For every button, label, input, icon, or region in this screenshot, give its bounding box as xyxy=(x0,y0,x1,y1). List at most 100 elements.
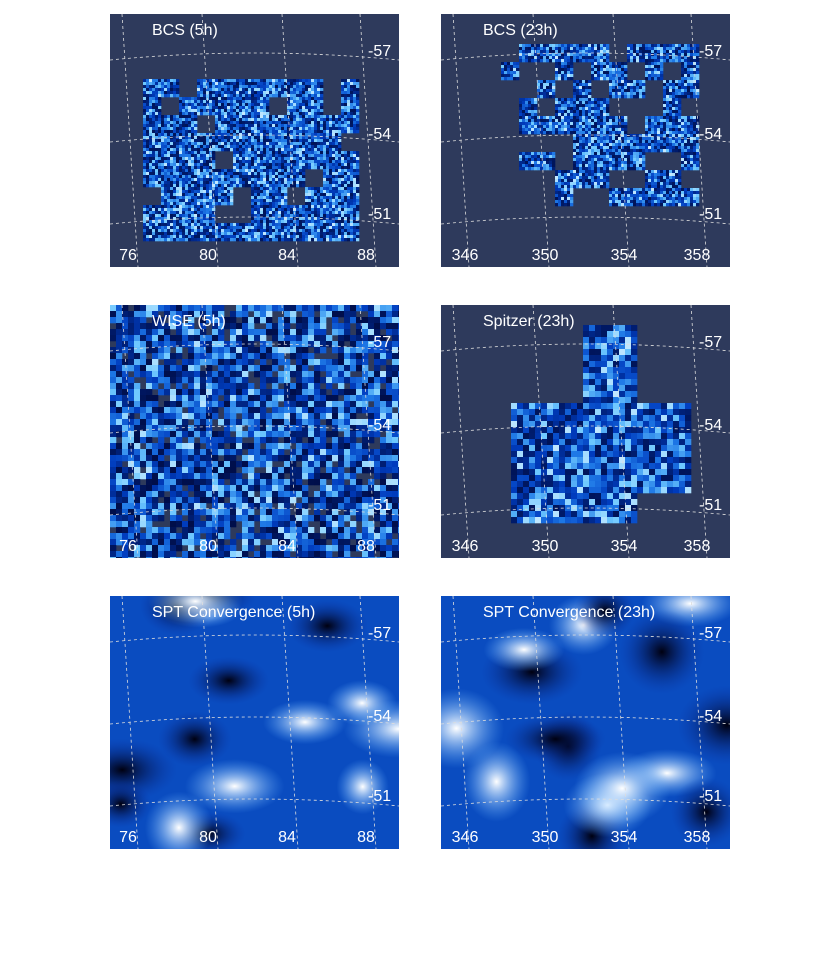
pixel xyxy=(356,190,360,194)
pixel xyxy=(323,166,327,170)
pixel xyxy=(302,154,306,158)
pixel xyxy=(275,118,279,122)
pixel xyxy=(149,160,153,164)
pixel xyxy=(164,229,168,233)
pixel xyxy=(675,59,679,63)
pixel xyxy=(576,101,580,105)
pixel xyxy=(179,178,183,182)
pixel xyxy=(669,83,673,87)
pixel xyxy=(278,166,282,170)
pixel xyxy=(182,202,186,206)
pixel xyxy=(233,97,237,101)
pixel xyxy=(338,178,342,182)
pixel xyxy=(594,116,598,120)
pixel xyxy=(272,202,276,206)
pixel xyxy=(594,131,598,135)
pixel xyxy=(549,155,553,159)
pixel xyxy=(164,181,168,185)
pixel xyxy=(570,131,574,135)
pixel xyxy=(224,235,228,239)
pixel xyxy=(600,125,604,129)
pixel xyxy=(332,187,336,191)
pixel xyxy=(191,97,195,101)
pixel xyxy=(669,92,673,96)
pixel xyxy=(146,79,150,83)
pixel xyxy=(269,214,273,218)
pixel xyxy=(353,154,357,158)
pixel xyxy=(537,158,541,162)
pixel xyxy=(525,47,529,51)
pixel xyxy=(552,116,556,120)
pixel xyxy=(155,181,159,185)
pixel xyxy=(278,190,282,194)
pixel xyxy=(585,134,589,138)
pixel xyxy=(630,89,634,93)
pixel xyxy=(293,133,297,137)
pixel xyxy=(600,146,604,150)
pixel xyxy=(143,145,147,149)
pixel xyxy=(663,128,667,132)
pixel xyxy=(525,98,529,102)
pixel xyxy=(179,145,183,149)
pixel xyxy=(176,178,180,182)
pixel xyxy=(341,172,345,176)
pixel xyxy=(606,131,610,135)
pixel xyxy=(564,74,568,78)
pixel xyxy=(164,160,168,164)
pixel xyxy=(230,127,234,131)
pixel xyxy=(194,169,198,173)
pixel xyxy=(200,151,204,155)
pixel xyxy=(636,56,640,60)
pixel xyxy=(347,79,351,83)
pixel xyxy=(155,229,159,233)
pixel xyxy=(275,178,279,182)
pixel xyxy=(528,164,532,168)
pixel xyxy=(242,139,246,143)
pixel xyxy=(332,217,336,221)
pixel xyxy=(663,95,667,99)
pixel xyxy=(525,131,529,135)
pixel xyxy=(675,53,679,57)
pixel xyxy=(675,128,679,132)
pixel xyxy=(344,226,348,230)
pixel xyxy=(242,163,246,167)
pixel xyxy=(176,82,180,86)
pixel xyxy=(236,178,240,182)
pixel xyxy=(182,130,186,134)
pixel xyxy=(224,145,228,149)
pixel xyxy=(594,122,598,126)
pixel xyxy=(209,106,213,110)
pixel xyxy=(561,116,565,120)
pixel xyxy=(314,196,318,200)
pixel xyxy=(501,68,505,72)
pixel xyxy=(675,110,679,114)
pixel xyxy=(188,163,192,167)
pixel xyxy=(681,131,685,135)
pixel xyxy=(182,112,186,116)
pixel xyxy=(329,199,333,203)
pixel xyxy=(519,47,523,51)
pixel xyxy=(534,167,538,171)
pixel xyxy=(356,79,360,83)
pixel xyxy=(260,142,264,146)
pixel xyxy=(266,193,270,197)
pixel xyxy=(597,113,601,117)
pixel xyxy=(615,131,619,135)
pixel xyxy=(630,56,634,60)
pixel xyxy=(558,77,562,81)
pixel xyxy=(564,107,568,111)
pixel xyxy=(564,128,568,132)
pixel xyxy=(317,106,321,110)
pixel xyxy=(314,100,318,104)
pixel xyxy=(552,128,556,132)
pixel xyxy=(567,77,571,81)
pixel xyxy=(654,116,658,120)
pixel xyxy=(558,122,562,126)
pixel xyxy=(353,130,357,134)
pixel xyxy=(161,181,165,185)
pixel xyxy=(158,142,162,146)
pixel xyxy=(684,77,688,81)
pixel xyxy=(299,130,303,134)
pixel xyxy=(681,83,685,87)
pixel xyxy=(146,229,150,233)
